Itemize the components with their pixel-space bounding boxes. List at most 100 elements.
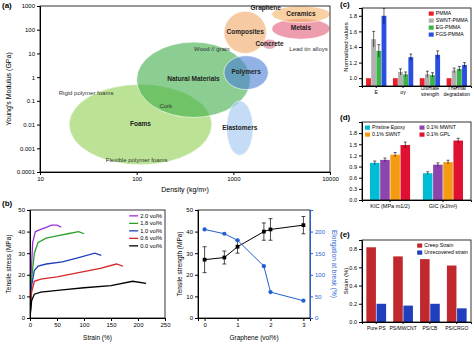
tick-mark	[359, 63, 362, 64]
legend-label: Creep Strain	[424, 242, 453, 248]
error-bar	[426, 172, 429, 175]
bar	[443, 162, 453, 200]
series-line	[30, 264, 123, 318]
panel-label: (a)	[2, 1, 12, 10]
x-axis-title: Graphene (vol%)	[229, 334, 278, 342]
tick-mark	[359, 322, 362, 323]
tick: 0	[310, 315, 319, 321]
bar	[457, 69, 462, 86]
chart-panel: 05010015020025001020304050(b)Strain (%)T…	[2, 199, 171, 342]
tick-label: 0	[315, 315, 319, 321]
tick: 0.0	[349, 319, 362, 325]
tick-label: 100	[315, 272, 326, 278]
legend-swatch	[129, 215, 138, 216]
error-cap	[404, 142, 407, 143]
tick: 3	[302, 318, 306, 328]
legend-label: FGS-PMMA	[436, 31, 464, 37]
tick-label: GIC (kJ/m²)	[429, 203, 458, 209]
error-line	[427, 172, 428, 175]
plot-frame	[30, 210, 165, 318]
legend-swatch	[429, 19, 434, 23]
tick-mark	[27, 296, 30, 297]
tick-mark	[359, 200, 362, 201]
legend-swatch	[429, 26, 434, 30]
bar	[430, 304, 440, 322]
error-bar	[431, 73, 434, 78]
legend-item: 0.6 vol%	[129, 235, 162, 241]
tick-label: 0	[22, 315, 26, 321]
error-line	[437, 51, 438, 59]
tick: Ultimatestrength	[421, 85, 440, 97]
tick-mark	[111, 318, 112, 321]
tick-label: σy	[400, 89, 406, 95]
error-bar	[377, 45, 380, 57]
plot-frame	[40, 6, 330, 172]
tick-label: 50	[54, 322, 61, 328]
legend-label: 0.0 vol%	[140, 243, 162, 249]
tick-label: 0.1	[27, 98, 36, 104]
legend-swatch	[417, 244, 422, 248]
legend: Creep StrainUnrecovered strain	[417, 242, 468, 255]
error-bar	[372, 31, 375, 47]
bar	[401, 145, 411, 200]
series-line	[205, 225, 304, 260]
tick-label: 0.001	[20, 146, 36, 152]
tick: GIC (kJ/m²)	[429, 200, 458, 209]
axis-line	[359, 241, 363, 323]
tick: 1.2	[349, 153, 362, 159]
tick-label: 40	[18, 229, 25, 235]
error-bar	[399, 69, 402, 75]
tick: 150	[106, 318, 117, 328]
error-bar	[447, 160, 450, 164]
tick-label: 1000	[227, 176, 241, 182]
error-bar	[373, 161, 376, 165]
tick-mark	[27, 253, 30, 254]
legend-swatch	[365, 133, 370, 137]
tick-mark	[27, 210, 30, 211]
axis-line	[359, 9, 363, 87]
legend-label: 1.8 vol%	[140, 220, 162, 226]
tick-label: 50	[186, 207, 193, 213]
tick-mark	[84, 318, 85, 321]
error-cap	[372, 31, 375, 32]
legend-label: 0.6 vol%	[140, 235, 162, 241]
tick-label: 1.2	[349, 60, 357, 66]
tick-mark	[195, 232, 198, 233]
legend-swatch	[417, 251, 422, 255]
chart-panel: 012301020304050050100150200Elongation at…	[176, 207, 339, 342]
tick-label: 0.6	[349, 265, 357, 271]
tick: 1000	[22, 3, 40, 9]
tick: 20	[186, 272, 198, 278]
legend-item: Pristine Epoxy	[365, 124, 406, 130]
tick: 10	[28, 51, 40, 57]
tick: 0.0	[349, 197, 362, 203]
region-label: Elastomers	[222, 124, 257, 131]
legend-item: 0.0 vol%	[129, 243, 162, 249]
axis-line	[195, 211, 199, 319]
legend-label: EG-PMMA	[436, 24, 461, 30]
tick-label: 0.8	[349, 246, 357, 252]
region-label: Natural Materials	[167, 75, 220, 82]
tick-mark	[330, 172, 331, 175]
tick-mark	[37, 125, 40, 126]
tick-mark	[165, 318, 166, 321]
tick: 1	[32, 75, 40, 81]
y-axis-title: Young's Modulus (GPa)	[5, 52, 13, 125]
tick: 0	[22, 315, 30, 321]
tick: 50	[186, 207, 198, 213]
error-bar	[262, 223, 266, 240]
error-bar	[203, 247, 207, 273]
axis-line	[311, 211, 314, 319]
tick: PS/MWCNT	[389, 322, 416, 331]
series-line	[205, 229, 304, 300]
marker	[268, 290, 272, 294]
legend-label: 0.1% MWNT	[427, 124, 457, 130]
tick: 40	[186, 229, 198, 235]
bar	[393, 78, 398, 86]
bar	[435, 55, 440, 86]
tick: 10	[186, 294, 198, 300]
tick: 1.8	[349, 130, 362, 136]
tick: 2	[269, 318, 273, 328]
plot-frame	[362, 8, 471, 86]
tick-mark	[310, 318, 313, 319]
